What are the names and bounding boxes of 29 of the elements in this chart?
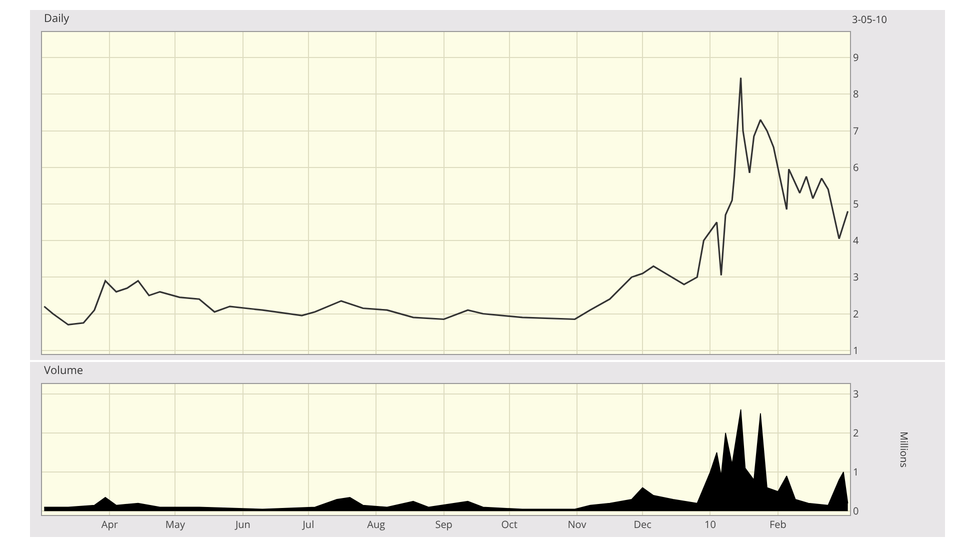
x-tick-label: Oct — [501, 517, 518, 531]
y-tick-label: 1 — [853, 464, 859, 478]
y-tick-label: 0 — [853, 504, 859, 518]
x-tick-label: Nov — [568, 517, 586, 531]
y-tick-label: 3 — [853, 270, 859, 284]
y-tick-label: 6 — [853, 160, 859, 174]
y-tick-label: 1 — [853, 342, 859, 357]
x-tick-label: Apr — [101, 517, 118, 531]
y-tick-label: 8 — [853, 86, 859, 101]
x-tick-label: Dec — [634, 517, 652, 531]
chart-subtitle: 3-05-10 — [852, 12, 888, 26]
x-tick-label: Jul — [302, 517, 314, 531]
y-tick-label: 2 — [853, 425, 859, 440]
y-tick-label: 2 — [853, 306, 859, 320]
x-tick-label: Aug — [367, 517, 386, 531]
y-tick-label: 5 — [853, 196, 859, 210]
x-tick-label: May — [165, 517, 186, 531]
chart-title: Daily — [44, 11, 70, 26]
x-tick-label: Feb — [769, 517, 786, 531]
y-tick-label: 9 — [853, 50, 859, 64]
chart-title: Volume — [44, 363, 84, 378]
y-axis-title: Millions — [898, 432, 912, 468]
line-series — [43, 76, 849, 326]
x-tick-label: 10 — [704, 517, 716, 531]
x-tick-label: Jun — [234, 517, 250, 531]
y-tick-label: 4 — [853, 233, 859, 248]
y-tick-label: 7 — [853, 123, 859, 138]
y-tick-label: 3 — [853, 386, 859, 400]
x-tick-label: Sep — [435, 517, 452, 531]
